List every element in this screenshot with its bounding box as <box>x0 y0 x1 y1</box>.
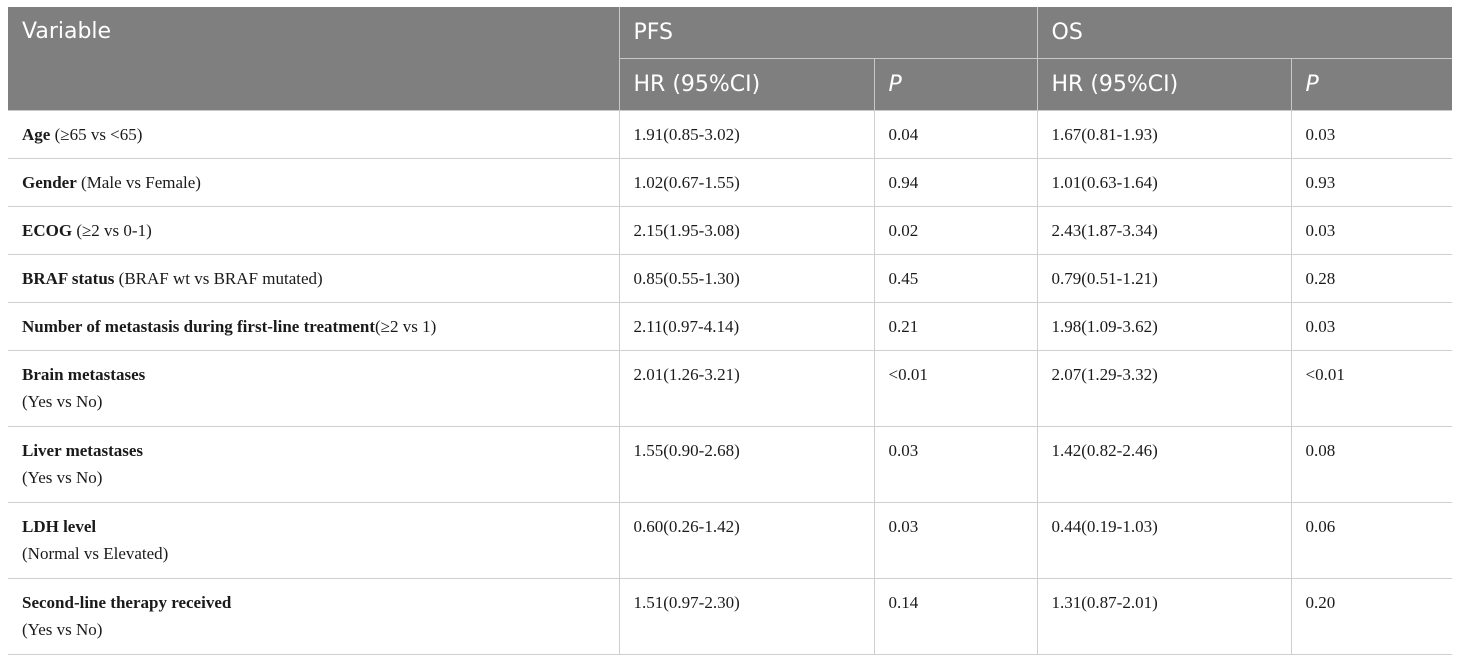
variable-cell: Gender (Male vs Female) <box>8 158 620 207</box>
os-p-cell: 0.03 <box>1291 206 1452 255</box>
os-p-cell: <0.01 <box>1291 350 1452 427</box>
os-p-cell: 0.93 <box>1291 158 1452 207</box>
table-row: Brain metastases (Yes vs No) 2.01(1.26-3.… <box>8 350 1452 427</box>
header-row-2: HR (95%CI) P HR (95%CI) P <box>8 58 1452 111</box>
os-p-cell: 0.06 <box>1291 502 1452 579</box>
variable-detail: (≥2 vs 0-1) <box>72 221 152 240</box>
variable-name: LDH level <box>22 517 97 536</box>
table-body: Age (≥65 vs <65) 1.91(0.85-3.02) 0.04 1.… <box>8 110 1452 655</box>
variable-cell: LDH level (Normal vs Elevated) <box>8 502 620 579</box>
variable-name: Second-line therapy received <box>22 593 232 612</box>
variable-cell: Number of metastasis during first-line t… <box>8 302 620 351</box>
table-row: Liver metastases (Yes vs No) 1.55(0.90-2.… <box>8 426 1452 503</box>
variable-detail: (Male vs Female) <box>76 173 201 192</box>
pfs-p-cell: 0.02 <box>874 206 1038 255</box>
table-row: LDH level (Normal vs Elevated) 0.60(0.26-… <box>8 502 1452 579</box>
table-row: Second-line therapy received (Yes vs No) … <box>8 578 1452 655</box>
table-row: Gender (Male vs Female) 1.02(0.67-1.55) … <box>8 158 1452 207</box>
header-row-1: Variable PFS OS <box>8 7 1452 111</box>
table-row: Age (≥65 vs <65) 1.91(0.85-3.02) 0.04 1.… <box>8 110 1452 159</box>
variable-cell: BRAF status (BRAF wt vs BRAF mutated) <box>8 254 620 303</box>
variable-detail: (Yes vs No) <box>22 468 103 487</box>
pfs-p-cell: <0.01 <box>874 350 1038 427</box>
os-hr-cell: 1.31(0.87-2.01) <box>1037 578 1292 655</box>
variable-name: Number of metastasis during first-line t… <box>22 317 376 336</box>
table-row: ECOG (≥2 vs 0-1) 2.15(1.95-3.08) 0.02 2.… <box>8 206 1452 255</box>
os-hr-cell: 0.44(0.19-1.03) <box>1037 502 1292 579</box>
pfs-hr-cell: 1.91(0.85-3.02) <box>619 110 875 159</box>
os-hr-cell: 2.07(1.29-3.32) <box>1037 350 1292 427</box>
table-row: BRAF status (BRAF wt vs BRAF mutated) 0.… <box>8 254 1452 303</box>
variable-name: Gender <box>22 173 77 192</box>
pfs-p-cell: 0.45 <box>874 254 1038 303</box>
pfs-p-cell: 0.03 <box>874 426 1038 503</box>
variable-cell: Brain metastases (Yes vs No) <box>8 350 620 427</box>
os-hr-cell: 0.79(0.51-1.21) <box>1037 254 1292 303</box>
header-variable: Variable <box>8 7 620 111</box>
pfs-p-cell: 0.14 <box>874 578 1038 655</box>
header-pfs-p: P <box>874 58 1038 111</box>
pfs-hr-cell: 1.51(0.97-2.30) <box>619 578 875 655</box>
os-hr-cell: 1.98(1.09-3.62) <box>1037 302 1292 351</box>
os-p-cell: 0.20 <box>1291 578 1452 655</box>
pfs-p-cell: 0.03 <box>874 502 1038 579</box>
variable-name: ECOG <box>22 221 73 240</box>
variable-cell: Liver metastases (Yes vs No) <box>8 426 620 503</box>
header-pfs: PFS <box>619 7 1038 59</box>
os-hr-cell: 1.42(0.82-2.46) <box>1037 426 1292 503</box>
pfs-hr-cell: 2.11(0.97-4.14) <box>619 302 875 351</box>
pfs-hr-cell: 0.85(0.55-1.30) <box>619 254 875 303</box>
pfs-hr-cell: 2.01(1.26-3.21) <box>619 350 875 427</box>
header-os-p: P <box>1291 58 1452 111</box>
variable-name: BRAF status <box>22 269 115 288</box>
variable-name: Age <box>22 125 51 144</box>
pfs-hr-cell: 0.60(0.26-1.42) <box>619 502 875 579</box>
header-os-hr: HR (95%CI) <box>1037 58 1292 111</box>
variable-name: Brain metastases <box>22 365 146 384</box>
variable-detail: (Yes vs No) <box>22 392 103 411</box>
variable-detail: (≥65 vs <65) <box>50 125 143 144</box>
pfs-p-cell: 0.21 <box>874 302 1038 351</box>
table-header: Variable PFS OS HR (95%CI) P HR (95%CI) … <box>8 7 1452 111</box>
pfs-hr-cell: 1.55(0.90-2.68) <box>619 426 875 503</box>
variable-detail: (≥2 vs 1) <box>375 317 437 336</box>
os-hr-cell: 2.43(1.87-3.34) <box>1037 206 1292 255</box>
pfs-hr-cell: 2.15(1.95-3.08) <box>619 206 875 255</box>
variable-detail: (Yes vs No) <box>22 620 103 639</box>
os-p-cell: 0.03 <box>1291 110 1452 159</box>
variable-detail: (BRAF wt vs BRAF mutated) <box>114 269 323 288</box>
os-hr-cell: 1.67(0.81-1.93) <box>1037 110 1292 159</box>
pfs-hr-cell: 1.02(0.67-1.55) <box>619 158 875 207</box>
variable-cell: ECOG (≥2 vs 0-1) <box>8 206 620 255</box>
variable-cell: Second-line therapy received (Yes vs No) <box>8 578 620 655</box>
header-os: OS <box>1037 7 1452 59</box>
table-row: Number of metastasis during first-line t… <box>8 302 1452 351</box>
os-p-cell: 0.03 <box>1291 302 1452 351</box>
variable-name: Liver metastases <box>22 441 144 460</box>
pfs-p-cell: 0.94 <box>874 158 1038 207</box>
os-p-cell: 0.08 <box>1291 426 1452 503</box>
results-table: Variable PFS OS HR (95%CI) P HR (95%CI) … <box>8 7 1452 655</box>
os-p-cell: 0.28 <box>1291 254 1452 303</box>
variable-detail: (Normal vs Elevated) <box>22 544 169 563</box>
header-pfs-hr: HR (95%CI) <box>619 58 875 111</box>
pfs-p-cell: 0.04 <box>874 110 1038 159</box>
os-hr-cell: 1.01(0.63-1.64) <box>1037 158 1292 207</box>
variable-cell: Age (≥65 vs <65) <box>8 110 620 159</box>
